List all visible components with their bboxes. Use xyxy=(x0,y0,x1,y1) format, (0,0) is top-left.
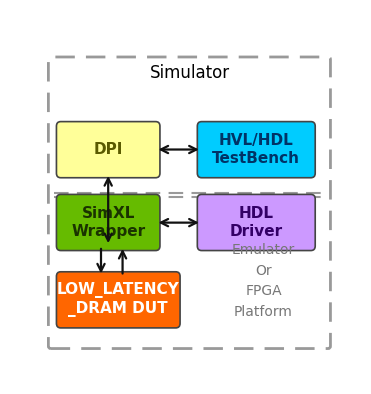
Text: HDL
Driver: HDL Driver xyxy=(230,206,283,239)
FancyBboxPatch shape xyxy=(197,194,315,251)
Text: LOW_LATENCY
_DRAM DUT: LOW_LATENCY _DRAM DUT xyxy=(57,282,180,317)
FancyBboxPatch shape xyxy=(56,272,180,328)
FancyBboxPatch shape xyxy=(56,194,160,251)
Text: Simulator: Simulator xyxy=(150,64,230,82)
Text: SimXL
Wrapper: SimXL Wrapper xyxy=(71,206,145,239)
Text: HVL/HDL
TestBench: HVL/HDL TestBench xyxy=(212,133,300,166)
Text: DPI: DPI xyxy=(93,142,123,157)
FancyBboxPatch shape xyxy=(48,57,331,349)
FancyBboxPatch shape xyxy=(56,122,160,178)
FancyBboxPatch shape xyxy=(197,122,315,178)
Text: Emulator
Or
FPGA
Platform: Emulator Or FPGA Platform xyxy=(232,243,295,319)
